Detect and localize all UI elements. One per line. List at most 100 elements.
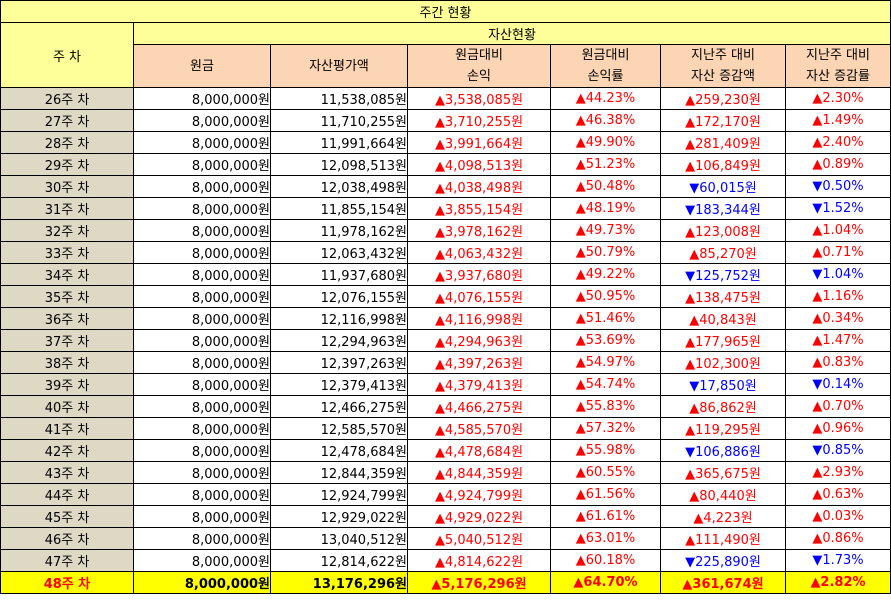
asset-value-cell[interactable]: 13,176,296원: [270, 571, 408, 594]
week-cell[interactable]: 31주 차: [0, 197, 134, 220]
wow-amount-cell[interactable]: ▲86,862원: [660, 395, 786, 418]
principal-cell[interactable]: 8,000,000원: [133, 351, 271, 374]
pnl-cell[interactable]: ▲3,991,664원: [407, 131, 551, 154]
asset-status-header[interactable]: 자산현황: [133, 22, 891, 45]
pnl-cell[interactable]: ▲4,076,155원: [407, 285, 551, 308]
asset-value-cell[interactable]: 11,855,154원: [270, 197, 408, 220]
principal-cell[interactable]: 8,000,000원: [133, 439, 271, 462]
wow-rate-cell[interactable]: ▼1.52%: [785, 197, 891, 220]
wow-rate-cell[interactable]: ▲0.83%: [785, 351, 891, 374]
wow-amount-cell[interactable]: ▲177,965원: [660, 329, 786, 352]
pnl-cell[interactable]: ▲4,063,432원: [407, 241, 551, 264]
principal-cell[interactable]: 8,000,000원: [133, 329, 271, 352]
principal-cell[interactable]: 8,000,000원: [133, 505, 271, 528]
wow-rate-cell[interactable]: ▲0.34%: [785, 307, 891, 330]
pnl-rate-cell[interactable]: ▲49.73%: [550, 219, 661, 242]
asset-value-cell[interactable]: 12,397,263원: [270, 351, 408, 374]
wow-rate-cell[interactable]: ▼0.50%: [785, 175, 891, 198]
wow-amount-cell[interactable]: ▲138,475원: [660, 285, 786, 308]
wow-rate-cell[interactable]: ▲0.86%: [785, 527, 891, 550]
wow-rate-cell[interactable]: ▼1.73%: [785, 549, 891, 572]
wow-rate-cell[interactable]: ▼1.04%: [785, 263, 891, 286]
asset-value-cell[interactable]: 12,038,498원: [270, 175, 408, 198]
asset-value-column-header[interactable]: 자산평가액: [270, 44, 408, 88]
pnl-rate-cell[interactable]: ▲49.90%: [550, 131, 661, 154]
wow-rate-cell[interactable]: ▼0.14%: [785, 373, 891, 396]
principal-cell[interactable]: 8,000,000원: [133, 549, 271, 572]
week-cell[interactable]: 29주 차: [0, 153, 134, 176]
week-cell[interactable]: 44주 차: [0, 483, 134, 506]
week-column-header[interactable]: 주 차: [0, 22, 134, 88]
pnl-rate-cell[interactable]: ▲55.83%: [550, 395, 661, 418]
pnl-rate-column-header[interactable]: 원금대비 손익률: [550, 44, 661, 88]
wow-amount-cell[interactable]: ▲123,008원: [660, 219, 786, 242]
pnl-cell[interactable]: ▲4,844,359원: [407, 461, 551, 484]
asset-value-cell[interactable]: 11,538,085원: [270, 87, 408, 110]
wow-rate-cell[interactable]: ▲0.70%: [785, 395, 891, 418]
week-cell[interactable]: 30주 차: [0, 175, 134, 198]
asset-value-cell[interactable]: 12,814,622원: [270, 549, 408, 572]
week-cell[interactable]: 32주 차: [0, 219, 134, 242]
pnl-cell[interactable]: ▲4,116,998원: [407, 307, 551, 330]
asset-value-cell[interactable]: 12,844,359원: [270, 461, 408, 484]
principal-cell[interactable]: 8,000,000원: [133, 395, 271, 418]
wow-amount-cell[interactable]: ▼125,752원: [660, 263, 786, 286]
wow-amount-cell[interactable]: ▲361,674원: [660, 571, 786, 594]
principal-cell[interactable]: 8,000,000원: [133, 219, 271, 242]
week-cell[interactable]: 27주 차: [0, 109, 134, 132]
wow-rate-cell[interactable]: ▲2.30%: [785, 87, 891, 110]
pnl-rate-cell[interactable]: ▲44.23%: [550, 87, 661, 110]
pnl-cell[interactable]: ▲4,098,513원: [407, 153, 551, 176]
pnl-rate-cell[interactable]: ▲50.48%: [550, 175, 661, 198]
pnl-cell[interactable]: ▲5,176,296원: [407, 571, 551, 594]
wow-amount-cell[interactable]: ▲106,849원: [660, 153, 786, 176]
pnl-cell[interactable]: ▲3,538,085원: [407, 87, 551, 110]
week-cell[interactable]: 39주 차: [0, 373, 134, 396]
wow-rate-cell[interactable]: ▲0.03%: [785, 505, 891, 528]
wow-rate-cell[interactable]: ▲1.04%: [785, 219, 891, 242]
pnl-rate-cell[interactable]: ▲63.01%: [550, 527, 661, 550]
pnl-cell[interactable]: ▲3,855,154원: [407, 197, 551, 220]
wow-rate-cell[interactable]: ▲0.89%: [785, 153, 891, 176]
pnl-rate-cell[interactable]: ▲48.19%: [550, 197, 661, 220]
pnl-cell[interactable]: ▲4,814,622원: [407, 549, 551, 572]
pnl-cell[interactable]: ▲4,929,022원: [407, 505, 551, 528]
pnl-rate-cell[interactable]: ▲64.70%: [550, 571, 661, 594]
week-cell[interactable]: 36주 차: [0, 307, 134, 330]
pnl-cell[interactable]: ▲3,937,680원: [407, 263, 551, 286]
principal-cell[interactable]: 8,000,000원: [133, 241, 271, 264]
principal-cell[interactable]: 8,000,000원: [133, 307, 271, 330]
principal-cell[interactable]: 8,000,000원: [133, 131, 271, 154]
wow-amount-cell[interactable]: ▲111,490원: [660, 527, 786, 550]
wow-amount-cell[interactable]: ▲259,230원: [660, 87, 786, 110]
pnl-rate-cell[interactable]: ▲55.98%: [550, 439, 661, 462]
pnl-rate-cell[interactable]: ▲54.97%: [550, 351, 661, 374]
asset-value-cell[interactable]: 12,116,998원: [270, 307, 408, 330]
week-cell[interactable]: 37주 차: [0, 329, 134, 352]
wow-rate-column-header[interactable]: 지난주 대비 자산 증감률: [785, 44, 891, 88]
week-cell[interactable]: 35주 차: [0, 285, 134, 308]
week-cell[interactable]: 47주 차: [0, 549, 134, 572]
pnl-cell[interactable]: ▲4,038,498원: [407, 175, 551, 198]
principal-cell[interactable]: 8,000,000원: [133, 285, 271, 308]
week-cell[interactable]: 26주 차: [0, 87, 134, 110]
wow-amount-cell[interactable]: ▼17,850원: [660, 373, 786, 396]
pnl-cell[interactable]: ▲3,978,162원: [407, 219, 551, 242]
pnl-cell[interactable]: ▲4,478,684원: [407, 439, 551, 462]
principal-cell[interactable]: 8,000,000원: [133, 263, 271, 286]
principal-cell[interactable]: 8,000,000원: [133, 87, 271, 110]
wow-rate-cell[interactable]: ▲1.16%: [785, 285, 891, 308]
pnl-column-header[interactable]: 원금대비 손익: [407, 44, 551, 88]
wow-rate-cell[interactable]: ▲2.93%: [785, 461, 891, 484]
wow-amount-cell[interactable]: ▲40,843원: [660, 307, 786, 330]
pnl-cell[interactable]: ▲4,585,570원: [407, 417, 551, 440]
principal-cell[interactable]: 8,000,000원: [133, 417, 271, 440]
asset-value-cell[interactable]: 11,710,255원: [270, 109, 408, 132]
pnl-rate-cell[interactable]: ▲46.38%: [550, 109, 661, 132]
principal-cell[interactable]: 8,000,000원: [133, 461, 271, 484]
table-title[interactable]: 주간 현황: [0, 0, 891, 23]
wow-amount-cell[interactable]: ▲172,170원: [660, 109, 786, 132]
pnl-cell[interactable]: ▲4,924,799원: [407, 483, 551, 506]
asset-value-cell[interactable]: 12,063,432원: [270, 241, 408, 264]
principal-cell[interactable]: 8,000,000원: [133, 153, 271, 176]
